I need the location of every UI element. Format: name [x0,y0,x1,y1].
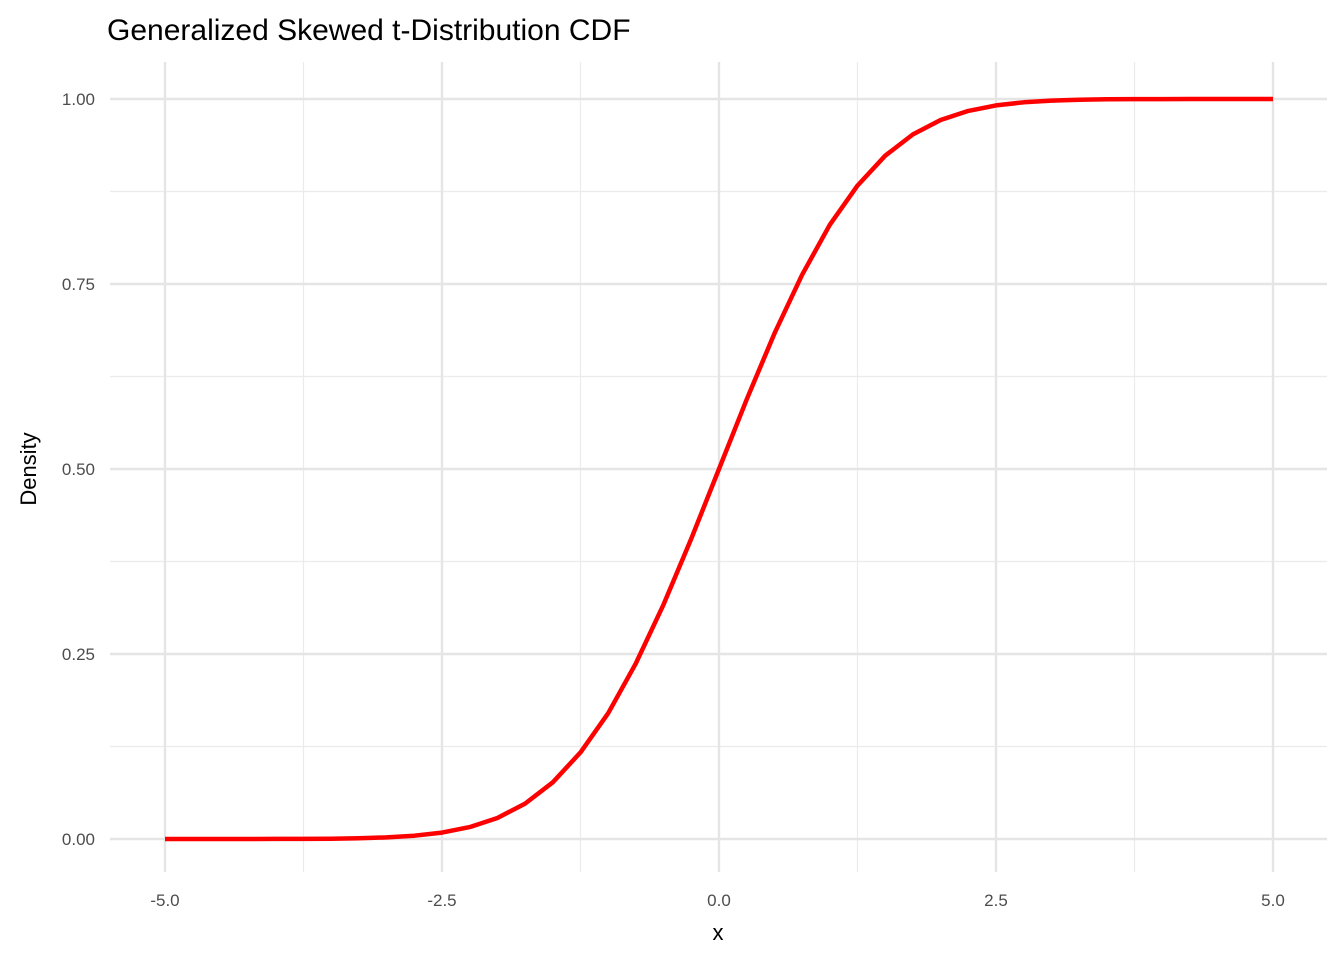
y-axis-label: Density [16,432,41,505]
chart-title: Generalized Skewed t-Distribution CDF [107,14,631,47]
x-axis-label: x [713,920,724,945]
y-tick-label: 0.00 [62,830,95,849]
x-tick-label: 0.0 [707,891,731,910]
x-tick-label: 2.5 [984,891,1008,910]
y-tick-label: 0.75 [62,275,95,294]
cdf-line [165,96,1273,842]
y-tick-label: 0.25 [62,645,95,664]
y-tick-label: 1.00 [62,90,95,109]
grid [110,62,1327,872]
y-axis-ticks: 0.00 0.25 0.50 0.75 1.00 [62,90,95,849]
x-axis-ticks: -5.0 -2.5 0.0 2.5 5.0 [150,891,1284,910]
x-tick-label: -2.5 [427,891,456,910]
y-tick-label: 0.50 [62,460,95,479]
x-tick-label: 5.0 [1261,891,1285,910]
x-tick-label: -5.0 [150,891,179,910]
